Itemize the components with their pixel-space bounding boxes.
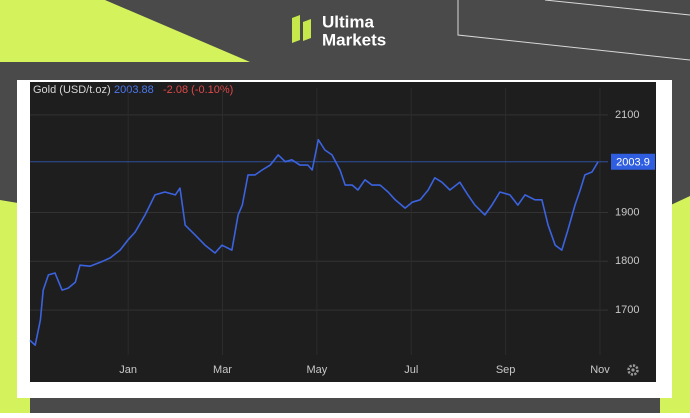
price-line [29, 138, 599, 346]
x-tick-label: Mar [213, 364, 232, 376]
decor [0, 0, 250, 62]
gear [627, 364, 639, 376]
gear-center [631, 368, 635, 372]
last-price-box [611, 153, 655, 170]
decor [457, 0, 690, 61]
x-tick-label: Sep [496, 364, 516, 376]
plot-panel [30, 82, 656, 382]
x-tick-label: May [306, 364, 327, 376]
chart-title: Gold (USD/t.oz) [33, 84, 111, 96]
y-tick-label: 1700 [615, 304, 639, 316]
logo: Ultima Markets [292, 12, 386, 49]
settings-icon[interactable] [627, 364, 639, 376]
decor [544, 0, 690, 16]
x-tick-label: Jan [119, 364, 137, 376]
y-tick-label: 1800 [615, 255, 639, 267]
brand-text: Markets [322, 30, 386, 49]
x-tick-label: Nov [590, 364, 610, 376]
last-value: 2003.88 [114, 84, 154, 96]
change-label: -2.08 (-0.10%) [163, 84, 233, 96]
last-price-label: 2003.9 [616, 157, 650, 169]
y-tick-label: 2100 [615, 109, 639, 121]
logo-mark [303, 19, 311, 41]
y-tick-label: 1900 [615, 206, 639, 218]
brand-text: Ultima [322, 12, 375, 31]
logo-mark [292, 15, 300, 43]
x-tick-label: Jul [404, 364, 418, 376]
